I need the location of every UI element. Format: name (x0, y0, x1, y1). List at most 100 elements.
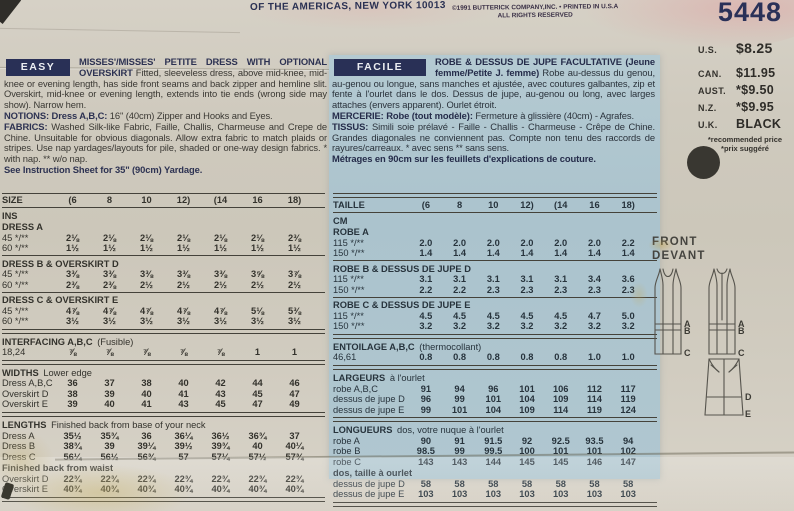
table-cell: 57 (165, 452, 202, 463)
table-cell: 2⅜ (288, 232, 301, 243)
table-cell: (14 (554, 200, 568, 211)
table-cell: 3.2 (554, 321, 568, 332)
price-row: AUST. *$9.50 (698, 83, 792, 97)
table-cell: ⅞ (105, 347, 114, 358)
row-label: dessus de jupe D (333, 479, 409, 490)
table-row: LENGTHS Finished back from base of your … (2, 419, 325, 431)
row-label: dessus de jupe E (333, 489, 409, 500)
table-cell: 90 (420, 435, 432, 446)
row-label: Dress A,B,C (2, 378, 53, 389)
row-label: 45 */** (2, 269, 29, 279)
table-row: 60 */** 3½ 3½ 3½ 3½ 3½ 3½ 3½ (2, 316, 325, 327)
row-label: Overskirt D (2, 474, 54, 485)
table-cell: 99 (454, 446, 465, 457)
paper-crease (0, 27, 240, 34)
table-cell: 58 (510, 479, 544, 490)
table-cell: 4.5 (453, 310, 467, 321)
table-cell: 16 (252, 195, 263, 205)
row-label: 115 */** (333, 237, 364, 248)
table-cell: 1.4 (486, 248, 500, 259)
marker-letter: A (738, 319, 745, 329)
row-label: 45 */** (2, 232, 29, 243)
table-row: robe A 90 91 91.5 92 92.5 93.5 94 (333, 436, 657, 447)
table-row: dessus de jupe E 99 101 104 109 114 119 124 (333, 405, 657, 416)
table-cell: 4⅞ (140, 305, 153, 316)
table-cell: 38 (67, 388, 78, 399)
publisher-address: OF THE AMERICAS, NEW YORK 10013 (249, 0, 446, 14)
row-label: 115 */** (333, 310, 364, 321)
row-label: ENTOILAGE A,B,C (thermocollant) (333, 341, 482, 352)
table-cell: 36¼ (174, 430, 193, 441)
row-label: 46,61 (333, 352, 357, 363)
table-row: dessus de jupe D 96 99 101 104 109 114 119 (333, 394, 657, 405)
marker-letter: B (684, 326, 691, 336)
table-cell: 58 (443, 479, 477, 490)
overskirt-figure: D E (698, 356, 754, 420)
table-cell: (6 (421, 200, 430, 211)
table-cell: 40 (104, 399, 115, 410)
row-label: DRESS A (2, 222, 43, 232)
rights-line: ALL RIGHTS RESERVED (497, 11, 573, 19)
table-cell: 40¾ (202, 484, 239, 495)
overskirt-drawing: D E (704, 358, 752, 419)
table-cell: 106 (552, 383, 569, 394)
table-cell: 1.0 (587, 352, 601, 363)
table-cell: 100 (519, 446, 535, 457)
table-cell: 37 (104, 378, 115, 389)
table-cell: 103 (578, 489, 612, 500)
table-cell: 36 (67, 378, 78, 389)
table-cell: 3.1 (554, 274, 568, 285)
table-cell: 119 (586, 404, 602, 415)
table-row: TAILLE (6 8 10 12) (14 16 18) (333, 200, 657, 211)
price-row: CAN. $11.95 (698, 66, 792, 80)
table-cell: 12) (176, 195, 191, 205)
table-row: Overskirt E40¾40¾40¾40¾40¾40¾40¾ (2, 484, 325, 495)
table-cell: 38¾ (63, 441, 82, 452)
table-cell: 41 (141, 399, 152, 410)
row-label: 150 */** (333, 248, 365, 259)
table-cell: 1.4 (554, 248, 568, 259)
table-cell: 35½ (63, 430, 82, 441)
row-label: 60 */** (2, 243, 29, 253)
price-country-label: CAN. (698, 69, 722, 79)
table-cell: 58 (409, 479, 443, 490)
row-label: INTERFACING A,B,C (Fusible) (2, 336, 134, 347)
table-row: WIDTHS Lower edge (2, 367, 325, 379)
row-label: ROBE A (333, 227, 369, 238)
table-cell: 1½ (103, 243, 116, 253)
table-cell: 4⅞ (177, 305, 190, 316)
table-cell: 3⅜ (140, 269, 153, 279)
table-cell: 1½ (288, 243, 301, 253)
table-cell: 22¾ (128, 474, 165, 485)
table-cell: 1.4 (621, 248, 635, 259)
table-cell: 40¾ (165, 484, 202, 495)
table-cell: 143 (443, 457, 477, 468)
table-cell: 3½ (214, 316, 227, 326)
row-label: DRESS C & OVERSKIRT E (2, 295, 119, 305)
table-cell: 99 (420, 404, 432, 415)
table-cell: 3.2 (486, 321, 500, 332)
table-cell: 39 (104, 441, 115, 452)
table-cell: 103 (409, 489, 443, 500)
table-cell: 1½ (251, 243, 264, 253)
table-cell: 114 (553, 404, 569, 415)
table-cell: 58 (578, 479, 612, 490)
price-row: U.K. BLACK (698, 117, 792, 131)
table-cell: (14 (213, 195, 228, 205)
table-cell: 39¼ (137, 441, 156, 452)
table-cell: 114 (586, 394, 602, 405)
marker-letter: C (684, 348, 691, 358)
row-label: DRESS B & OVERSKIRT D (2, 258, 119, 269)
table-cell: 99.5 (484, 446, 503, 457)
table-cell: 1½ (214, 243, 227, 253)
table-cell: 2.2 (621, 237, 635, 248)
table-cell: 3⅜ (177, 269, 190, 279)
table-cell: 1½ (66, 243, 79, 253)
row-label: robe A,B,C (333, 383, 378, 394)
row-label: Overskirt E (2, 484, 54, 495)
table-cell: 10 (141, 195, 152, 205)
french-description-text: ROBE & DESSUS DE JUPE FACULTATIVE (Jeune… (332, 56, 655, 165)
table-cell: 0.8 (419, 352, 433, 363)
prix-suggere-note: *prix suggéré (721, 143, 769, 153)
